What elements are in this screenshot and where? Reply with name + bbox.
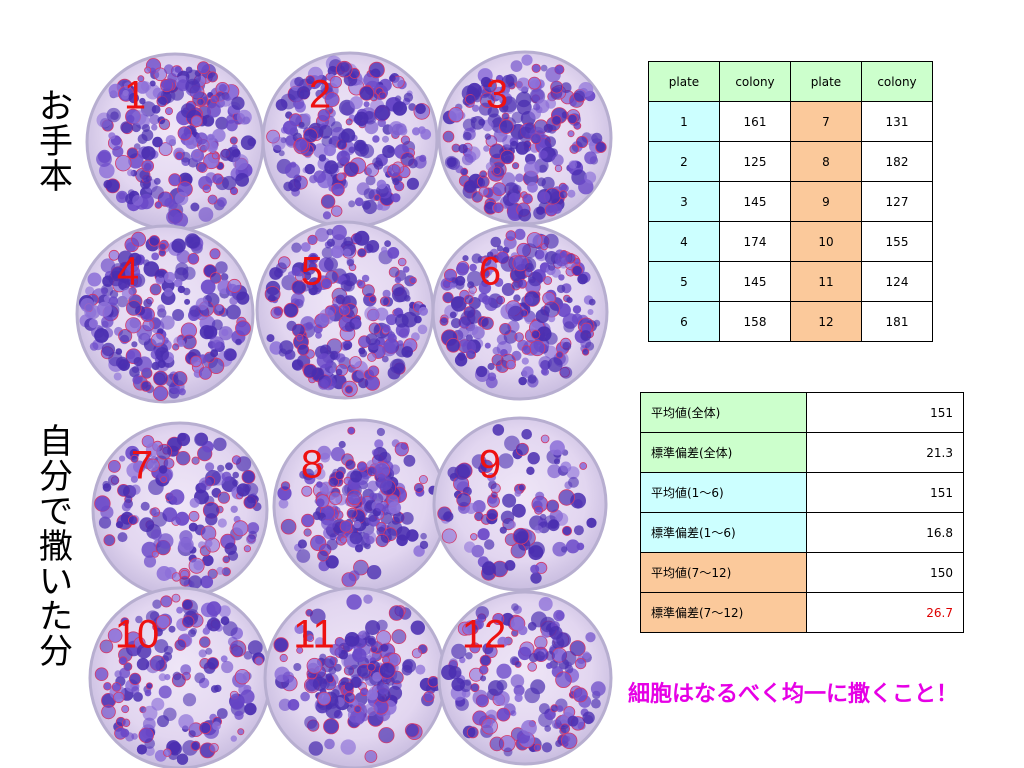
petri-dish-2: 2 bbox=[261, 51, 439, 229]
colony-cell: 124 bbox=[861, 261, 933, 302]
plate-cell: 12 bbox=[790, 301, 862, 342]
colony-cell: 145 bbox=[719, 181, 791, 222]
plate-cell: 3 bbox=[648, 181, 720, 222]
label-char: た bbox=[39, 597, 73, 637]
stat-value: 151 bbox=[806, 392, 964, 433]
plate-number: 11 bbox=[293, 613, 335, 657]
conclusion-text: 細胞はなるべく均一に撒くこと！ bbox=[628, 682, 959, 707]
table-row: 1 161 7 131 bbox=[648, 101, 933, 142]
label-char: 自 bbox=[39, 422, 73, 462]
table-row: 4 174 10 155 bbox=[648, 221, 933, 262]
petri-dish-12: 12 bbox=[437, 590, 613, 766]
stat-value-highlight: 26.7 bbox=[806, 592, 964, 633]
colony-counts-table: plate colony plate colony 1 161 7 131 2 … bbox=[648, 61, 933, 342]
petri-dish-1: 1 bbox=[85, 52, 265, 232]
statistics-table: 平均値(全体) 151 標準偏差(全体) 21.3 平均値(1〜6) 151 標… bbox=[640, 392, 964, 633]
plate-number: 5 bbox=[301, 250, 323, 294]
petri-dish-7: 7 bbox=[91, 421, 269, 599]
plate-cell: 7 bbox=[790, 101, 862, 142]
plate-number: 7 bbox=[131, 444, 153, 488]
stat-label: 標準偏差(1〜6) bbox=[640, 512, 807, 553]
colony-cell: 125 bbox=[719, 141, 791, 182]
stat-value: 21.3 bbox=[806, 432, 964, 473]
stat-label: 標準偏差(全体) bbox=[640, 432, 807, 473]
colony-cell: 158 bbox=[719, 301, 791, 342]
plate-cell: 5 bbox=[648, 261, 720, 302]
label-char: で bbox=[39, 492, 73, 532]
plate-number: 6 bbox=[479, 250, 501, 294]
colony-cell: 145 bbox=[719, 261, 791, 302]
plate-cell: 4 bbox=[648, 221, 720, 262]
plate-cell: 10 bbox=[790, 221, 862, 262]
plate-number: 9 bbox=[479, 443, 501, 487]
label-char: 手 bbox=[39, 122, 73, 162]
stat-label: 標準偏差(7〜12) bbox=[640, 592, 807, 633]
petri-dish-5: 5 bbox=[255, 220, 435, 400]
label-char: 本 bbox=[39, 157, 73, 197]
stat-label: 平均値(全体) bbox=[640, 392, 807, 433]
table-row: 平均値(全体) 151 bbox=[640, 392, 964, 433]
stat-label: 平均値(7〜12) bbox=[640, 552, 807, 593]
colony-cell: 127 bbox=[861, 181, 933, 222]
plate-number: 12 bbox=[462, 613, 507, 657]
colony-cell: 182 bbox=[861, 141, 933, 182]
plate-cell: 8 bbox=[790, 141, 862, 182]
stat-value: 16.8 bbox=[806, 512, 964, 553]
label-char: 分 bbox=[39, 632, 73, 672]
self-seeded-plates-label: 自 分 で 撒 い た 分 bbox=[33, 425, 79, 670]
plate-cell: 9 bbox=[790, 181, 862, 222]
plate-number: 2 bbox=[309, 73, 331, 117]
petri-dish-4: 4 bbox=[75, 224, 255, 404]
column-header: plate bbox=[648, 61, 720, 102]
colony-cell: 181 bbox=[861, 301, 933, 342]
petri-dish-8: 8 bbox=[272, 418, 448, 594]
colony-cell: 174 bbox=[719, 221, 791, 262]
table-row: 2 125 8 182 bbox=[648, 141, 933, 182]
plate-cell: 2 bbox=[648, 141, 720, 182]
colony-cell: 161 bbox=[719, 101, 791, 142]
table-row: 6 158 12 181 bbox=[648, 301, 933, 342]
table-row: 平均値(7〜12) 150 bbox=[640, 552, 964, 593]
plate-cell: 11 bbox=[790, 261, 862, 302]
column-header: colony bbox=[861, 61, 933, 102]
table-row: 3 145 9 127 bbox=[648, 181, 933, 222]
stat-value: 151 bbox=[806, 472, 964, 513]
table-row: 平均値(1〜6) 151 bbox=[640, 472, 964, 513]
plate-number: 1 bbox=[124, 74, 146, 118]
plate-number: 3 bbox=[486, 73, 508, 117]
label-char: い bbox=[39, 562, 73, 602]
label-char: 分 bbox=[39, 457, 73, 497]
table-row: 標準偏差(全体) 21.3 bbox=[640, 432, 964, 473]
petri-dish-3: 3 bbox=[437, 50, 613, 226]
plate-number: 4 bbox=[117, 250, 139, 294]
stat-label: 平均値(1〜6) bbox=[640, 472, 807, 513]
culture-plates-photo: 1 2 34 5 67 8 910 11 12 bbox=[75, 50, 613, 768]
plate-number: 8 bbox=[301, 443, 323, 487]
petri-dish-9: 9 bbox=[432, 416, 608, 592]
petri-dish-6: 6 bbox=[431, 223, 609, 401]
plate-cell: 1 bbox=[648, 101, 720, 142]
column-header: plate bbox=[790, 61, 862, 102]
stat-value: 150 bbox=[806, 552, 964, 593]
sample-plates-label: お 手 本 bbox=[33, 90, 79, 195]
plate-cell: 6 bbox=[648, 301, 720, 342]
petri-dish-11: 11 bbox=[263, 586, 447, 768]
colony-cell: 155 bbox=[861, 221, 933, 262]
label-char: お bbox=[39, 87, 73, 127]
plate-number: 10 bbox=[115, 613, 160, 657]
label-char: 撒 bbox=[39, 527, 73, 567]
colony-cell: 131 bbox=[861, 101, 933, 142]
table-row: 標準偏差(1〜6) 16.8 bbox=[640, 512, 964, 553]
table-row: 標準偏差(7〜12) 26.7 bbox=[640, 592, 964, 633]
table-header-row: plate colony plate colony bbox=[648, 61, 933, 102]
column-header: colony bbox=[719, 61, 791, 102]
table-row: 5 145 11 124 bbox=[648, 261, 933, 302]
petri-dish-10: 10 bbox=[88, 586, 272, 768]
